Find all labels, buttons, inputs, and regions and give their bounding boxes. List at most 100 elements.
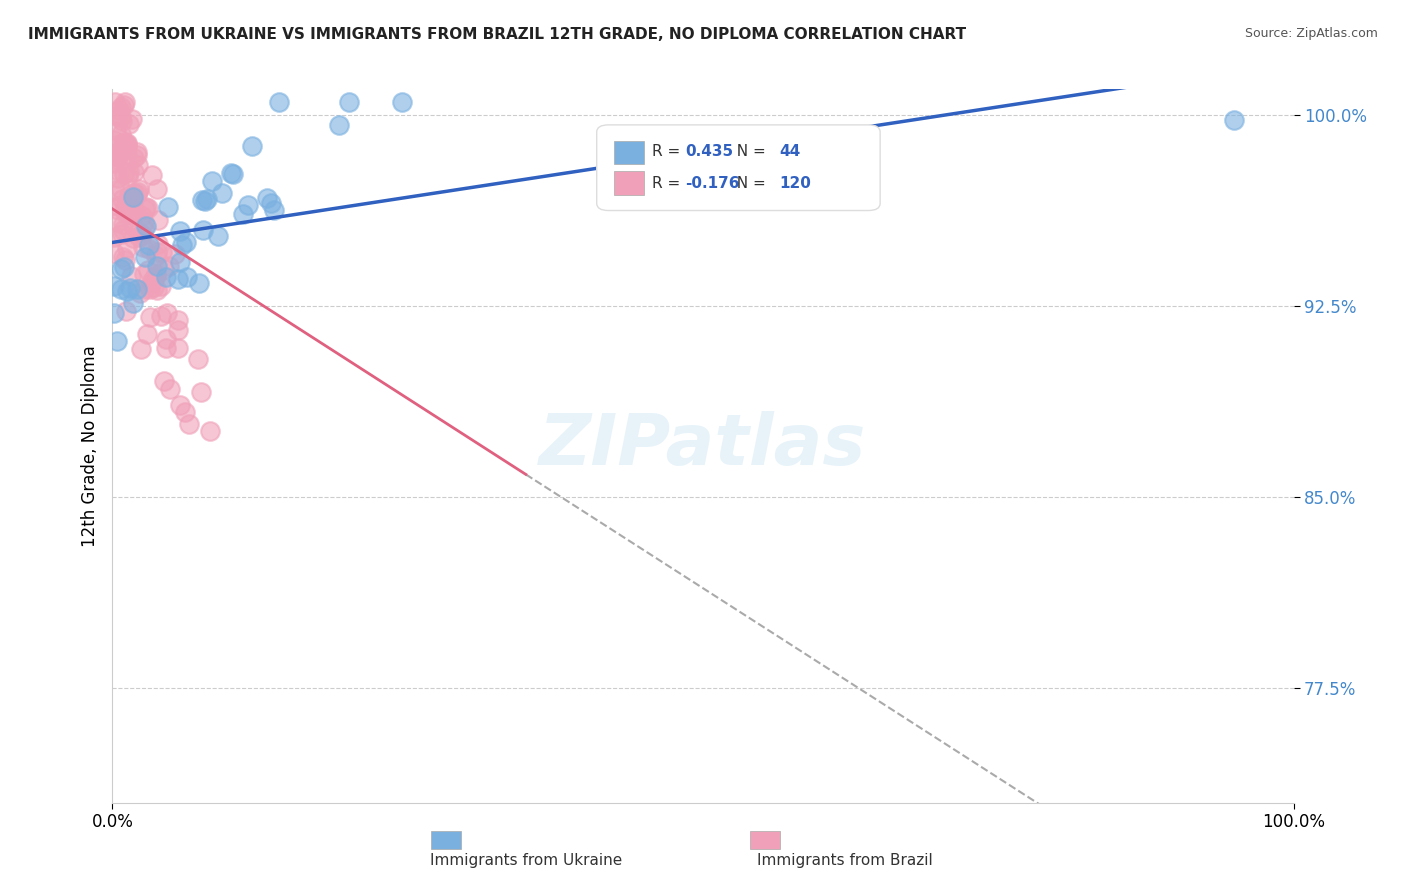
- Point: [104, 124, 127, 138]
- Point: [115, 138, 138, 153]
- Point: [110, 127, 132, 141]
- Point: [176, 235, 198, 249]
- Point: [118, 187, 141, 202]
- Point: [157, 259, 180, 273]
- Point: [122, 220, 145, 235]
- Text: Immigrants from Brazil: Immigrants from Brazil: [756, 853, 932, 868]
- Point: [187, 351, 209, 366]
- Point: [111, 193, 134, 207]
- Point: [146, 212, 169, 227]
- Point: [201, 174, 224, 188]
- Point: [122, 186, 145, 201]
- Text: 44: 44: [780, 144, 801, 159]
- Point: [125, 148, 148, 162]
- Point: [112, 98, 135, 112]
- Point: [117, 169, 139, 183]
- Point: [125, 145, 148, 159]
- Point: [117, 137, 139, 152]
- Point: [104, 183, 127, 197]
- Point: [122, 165, 145, 179]
- Point: [103, 153, 125, 167]
- Point: [110, 100, 132, 114]
- Point: [103, 95, 125, 109]
- Text: N =: N =: [727, 144, 770, 159]
- FancyBboxPatch shape: [614, 171, 644, 194]
- Point: [169, 223, 191, 237]
- Point: [232, 207, 254, 221]
- Point: [159, 383, 181, 397]
- Point: [122, 193, 145, 207]
- Point: [103, 245, 125, 260]
- Point: [131, 209, 153, 223]
- Point: [153, 374, 176, 388]
- Point: [263, 203, 285, 218]
- Point: [152, 244, 174, 259]
- Point: [155, 342, 177, 356]
- Text: ZIPatlas: ZIPatlas: [540, 411, 866, 481]
- Point: [110, 182, 132, 196]
- Point: [125, 187, 148, 202]
- Point: [125, 282, 148, 296]
- Point: [134, 250, 156, 264]
- Point: [136, 202, 159, 216]
- Point: [129, 342, 152, 356]
- Point: [128, 230, 150, 244]
- Point: [269, 95, 291, 109]
- Point: [190, 384, 212, 399]
- Point: [122, 296, 145, 310]
- Point: [169, 254, 191, 268]
- FancyBboxPatch shape: [751, 831, 780, 849]
- Point: [122, 151, 145, 165]
- Point: [145, 267, 167, 281]
- Text: N =: N =: [727, 176, 770, 191]
- Point: [145, 249, 167, 263]
- Point: [134, 215, 156, 229]
- Point: [138, 242, 160, 256]
- Point: [115, 303, 138, 318]
- Point: [136, 326, 159, 341]
- Point: [131, 227, 153, 241]
- Point: [121, 197, 143, 211]
- Point: [141, 168, 163, 182]
- Point: [135, 200, 157, 214]
- Point: [219, 166, 242, 180]
- Point: [391, 95, 413, 109]
- Point: [145, 259, 167, 273]
- Point: [207, 228, 229, 243]
- Point: [134, 202, 156, 217]
- Point: [105, 149, 128, 163]
- Point: [132, 240, 155, 254]
- Text: R =: R =: [652, 176, 685, 191]
- Point: [112, 260, 135, 274]
- Point: [145, 283, 167, 297]
- Point: [166, 272, 188, 286]
- Point: [328, 118, 350, 132]
- Point: [142, 279, 165, 293]
- Text: R =: R =: [652, 144, 685, 159]
- Point: [172, 238, 194, 252]
- Point: [193, 222, 215, 236]
- Point: [155, 270, 177, 285]
- Point: [222, 168, 245, 182]
- Point: [127, 159, 149, 173]
- Point: [236, 198, 259, 212]
- FancyBboxPatch shape: [432, 831, 461, 849]
- Point: [121, 112, 143, 126]
- Point: [124, 204, 146, 219]
- Point: [111, 217, 134, 231]
- Point: [105, 334, 128, 348]
- Text: -0.176: -0.176: [685, 176, 740, 191]
- Point: [128, 226, 150, 240]
- Point: [1223, 112, 1246, 127]
- Point: [107, 170, 129, 185]
- Point: [112, 135, 135, 149]
- Point: [145, 268, 167, 283]
- Point: [146, 245, 169, 260]
- Point: [103, 230, 125, 244]
- Text: Source: ZipAtlas.com: Source: ZipAtlas.com: [1244, 27, 1378, 40]
- Point: [115, 284, 138, 298]
- Point: [105, 110, 128, 124]
- Text: Immigrants from Ukraine: Immigrants from Ukraine: [430, 853, 621, 868]
- Point: [111, 250, 134, 264]
- Point: [138, 237, 160, 252]
